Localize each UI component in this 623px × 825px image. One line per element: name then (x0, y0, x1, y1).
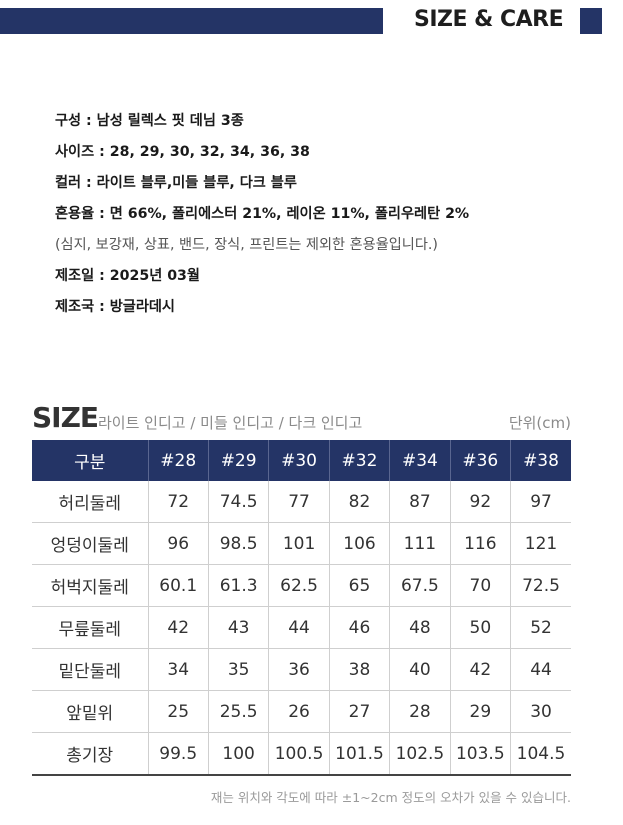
table-cell: 36 (268, 648, 330, 691)
size-table: 구분 #28 #29 #30 #32 #34 #36 #38 허리둘레 72 7… (32, 440, 571, 776)
info-origin: 제조국 : 방글라데시 (55, 299, 175, 315)
table-cell: 44 (510, 648, 571, 691)
info-material: 혼용율 : 면 66%, 폴리에스터 21%, 레이온 11%, 폴리우레탄 2… (55, 206, 470, 222)
table-cell: 101.5 (329, 732, 391, 776)
table-cell: 103.5 (450, 732, 512, 776)
table-cell: 67.5 (389, 564, 451, 607)
table-cell: 74.5 (208, 481, 270, 523)
table-cell: 29 (450, 690, 512, 733)
header-cell: #32 (329, 440, 391, 481)
table-cell: 25 (148, 690, 209, 733)
measurement-footnote: 재는 위치와 각도에 따라 ±1~2cm 정도의 오차가 있을 수 있습니다. (210, 790, 571, 805)
info-manufacture-date: 제조일 : 2025년 03월 (55, 268, 200, 284)
table-row: 허벅지둘레 60.1 61.3 62.5 65 67.5 70 72.5 (32, 564, 571, 607)
header-cell: #34 (389, 440, 451, 481)
table-cell: 92 (450, 481, 512, 523)
row-label: 총기장 (32, 732, 149, 776)
header-cell: #30 (268, 440, 330, 481)
table-cell: 62.5 (268, 564, 330, 607)
table-cell: 99.5 (148, 732, 209, 776)
table-cell: 100 (208, 732, 270, 776)
table-cell: 87 (389, 481, 451, 523)
table-cell: 111 (389, 522, 451, 565)
table-cell: 38 (329, 648, 391, 691)
table-cell: 48 (389, 606, 451, 649)
header-cell: 구분 (32, 440, 149, 481)
table-cell: 25.5 (208, 690, 270, 733)
header-bar (0, 8, 383, 34)
table-cell: 34 (148, 648, 209, 691)
size-unit: 단위(cm) (508, 414, 571, 432)
header-cell: #36 (450, 440, 512, 481)
table-cell: 102.5 (389, 732, 451, 776)
table-cell: 43 (208, 606, 270, 649)
row-label: 엉덩이둘레 (32, 522, 149, 565)
info-material-note: (심지, 보강재, 상표, 밴드, 장식, 프린트는 제외한 혼용율입니다.) (55, 237, 438, 253)
table-cell: 98.5 (208, 522, 270, 565)
table-row: 밑단둘레 34 35 36 38 40 42 44 (32, 648, 571, 691)
size-color-subtitle: 라이트 인디고 / 미들 인디고 / 다크 인디고 (98, 414, 363, 432)
table-cell: 27 (329, 690, 391, 733)
header-cell: #28 (148, 440, 209, 481)
table-cell: 82 (329, 481, 391, 523)
table-cell: 121 (510, 522, 571, 565)
info-sizes: 사이즈 : 28, 29, 30, 32, 34, 36, 38 (55, 144, 310, 160)
table-row: 엉덩이둘레 96 98.5 101 106 111 116 121 (32, 522, 571, 565)
table-cell: 116 (450, 522, 512, 565)
header-accent-square (580, 8, 602, 34)
table-cell: 28 (389, 690, 451, 733)
table-cell: 40 (389, 648, 451, 691)
info-colors: 컬러 : 라이트 블루,미들 블루, 다크 블루 (55, 175, 297, 191)
row-label: 앞밑위 (32, 690, 149, 733)
row-label: 허벅지둘레 (32, 564, 149, 607)
table-cell: 50 (450, 606, 512, 649)
table-cell: 60.1 (148, 564, 209, 607)
row-label: 허리둘레 (32, 481, 149, 523)
table-cell: 104.5 (510, 732, 571, 776)
table-cell: 42 (450, 648, 512, 691)
table-cell: 96 (148, 522, 209, 565)
table-cell: 77 (268, 481, 330, 523)
size-table-header-row: 구분 #28 #29 #30 #32 #34 #36 #38 (32, 440, 571, 481)
table-cell: 65 (329, 564, 391, 607)
table-cell: 106 (329, 522, 391, 565)
info-composition: 구성 : 남성 릴렉스 핏 데님 3종 (55, 113, 244, 129)
table-cell: 61.3 (208, 564, 270, 607)
section-title: SIZE & CARE (414, 7, 564, 32)
header-cell: #29 (208, 440, 270, 481)
table-cell: 52 (510, 606, 571, 649)
table-cell: 101 (268, 522, 330, 565)
table-row: 무릎둘레 42 43 44 46 48 50 52 (32, 606, 571, 649)
table-row: 허리둘레 72 74.5 77 82 87 92 97 (32, 481, 571, 523)
table-cell: 44 (268, 606, 330, 649)
product-info: 구성 : 남성 릴렉스 핏 데님 3종 사이즈 : 28, 29, 30, 32… (55, 106, 469, 323)
table-cell: 72.5 (510, 564, 571, 607)
table-row: 총기장 99.5 100 100.5 101.5 102.5 103.5 104… (32, 732, 571, 776)
row-label: 밑단둘레 (32, 648, 149, 691)
table-cell: 46 (329, 606, 391, 649)
table-cell: 42 (148, 606, 209, 649)
table-row: 앞밑위 25 25.5 26 27 28 29 30 (32, 690, 571, 733)
table-cell: 100.5 (268, 732, 330, 776)
table-cell: 35 (208, 648, 270, 691)
table-cell: 72 (148, 481, 209, 523)
table-cell: 70 (450, 564, 512, 607)
table-cell: 30 (510, 690, 571, 733)
table-cell: 26 (268, 690, 330, 733)
size-heading: SIZE (32, 401, 99, 434)
table-cell: 97 (510, 481, 571, 523)
header-cell: #38 (510, 440, 571, 481)
row-label: 무릎둘레 (32, 606, 149, 649)
